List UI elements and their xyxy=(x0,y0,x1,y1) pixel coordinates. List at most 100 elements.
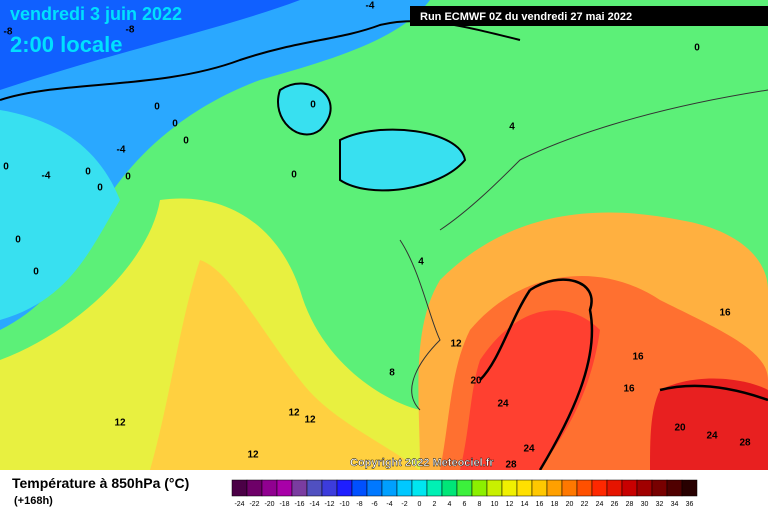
contour-label: 0 xyxy=(125,172,131,183)
scale-label: 34 xyxy=(671,501,679,508)
scale-label: -2 xyxy=(401,501,407,508)
scale-swatch xyxy=(636,479,653,497)
contour-label: 20 xyxy=(470,376,482,387)
contour-label: 16 xyxy=(632,352,644,363)
cyan-region xyxy=(340,129,465,191)
coastline xyxy=(399,239,441,411)
contour-label: 0 xyxy=(85,167,91,178)
scale-swatch xyxy=(291,479,308,497)
scale-swatch xyxy=(381,479,398,497)
scale-label: 26 xyxy=(611,501,619,508)
contour-label: 0 xyxy=(310,100,316,111)
scale-label: 36 xyxy=(686,501,694,508)
contour-label: 8 xyxy=(389,368,395,379)
contour-label: 4 xyxy=(418,257,424,268)
scale-label: -6 xyxy=(371,501,377,508)
scale-label: -22 xyxy=(249,501,259,508)
scale-swatch xyxy=(531,479,548,497)
scale-label: 20 xyxy=(566,501,574,508)
scale-label: 8 xyxy=(478,501,482,508)
scale-swatch xyxy=(591,479,608,497)
scale-swatch xyxy=(471,479,488,497)
scale-label: 4 xyxy=(448,501,452,508)
scale-label: -8 xyxy=(356,501,362,508)
scale-label: 22 xyxy=(581,501,589,508)
contour-label: 0 xyxy=(3,162,9,173)
coastline xyxy=(439,89,768,231)
run-banner xyxy=(410,6,768,26)
copyright: Copyright 2022 Meteociel.fr xyxy=(350,457,494,469)
color-scale: -24 -22 -20 -18 -16 -14 -12 -10 -8 -6 -4 -2 0 2 4 6 8 10 1… xyxy=(231,479,698,508)
scale-swatch xyxy=(336,479,353,497)
scale-label: 16 xyxy=(536,501,544,508)
scale-label: 14 xyxy=(521,501,529,508)
legend-title: Température à 850hPa (°C) xyxy=(12,475,189,491)
scale-swatch xyxy=(651,479,668,497)
scale-swatch xyxy=(396,479,413,497)
isotherm xyxy=(659,384,768,402)
cyan-region xyxy=(278,83,331,135)
contour-label: 0 xyxy=(183,136,189,147)
scale-swatch xyxy=(441,479,458,497)
scale-swatch xyxy=(546,479,563,497)
contour-label: 12 xyxy=(288,408,300,419)
scale-label: -16 xyxy=(294,501,304,508)
forecast-date: vendredi 3 juin 2022 xyxy=(10,4,182,24)
contour-label: -4 xyxy=(117,145,126,156)
scale-label: 30 xyxy=(641,501,649,508)
scale-label: -24 xyxy=(234,501,244,508)
scale-swatch xyxy=(261,479,278,497)
scale-swatch xyxy=(321,479,338,497)
scale-swatch xyxy=(576,479,593,497)
scale-swatch xyxy=(606,479,623,497)
run-info: Run ECMWF 0Z du vendredi 27 mai 2022 xyxy=(420,11,632,23)
contour-label: 0 xyxy=(694,43,700,54)
contour-label: 12 xyxy=(114,418,126,429)
cold-region xyxy=(0,0,430,330)
contour-label: 0 xyxy=(154,102,160,113)
scale-swatch xyxy=(306,479,323,497)
contour-label: 24 xyxy=(497,399,509,410)
scale-swatch xyxy=(486,479,503,497)
scale-label: -4 xyxy=(386,501,392,508)
contour-label: 16 xyxy=(623,384,635,395)
scale-label: -20 xyxy=(264,501,274,508)
contour-label: -8 xyxy=(126,25,135,36)
scale-swatch xyxy=(231,479,248,497)
scale-label: 2 xyxy=(433,501,437,508)
contour-label: 0 xyxy=(15,235,21,246)
contour-label: 12 xyxy=(247,450,259,461)
scale-swatch xyxy=(411,479,428,497)
warm-tongue-core xyxy=(150,260,420,470)
contour-label: 0 xyxy=(97,183,103,194)
hot-core xyxy=(460,310,600,470)
hot-core xyxy=(650,378,768,470)
cyan-region xyxy=(0,110,120,320)
legend-subtitle: (+168h) xyxy=(14,495,53,507)
contour-label: -4 xyxy=(42,171,51,182)
scale-swatch xyxy=(276,479,293,497)
scale-label: 0 xyxy=(418,501,422,508)
scale-label: 6 xyxy=(463,501,467,508)
scale-swatch xyxy=(501,479,518,497)
scale-swatch xyxy=(246,479,263,497)
isotherm xyxy=(277,82,332,136)
cold-core xyxy=(0,0,300,90)
contour-label: 4 xyxy=(509,122,515,133)
contour-label: 12 xyxy=(304,415,316,426)
contour-label: 24 xyxy=(523,444,535,455)
scale-label: -18 xyxy=(279,501,289,508)
scale-label: -12 xyxy=(324,501,334,508)
contour-label: 0 xyxy=(33,267,39,278)
forecast-time: 2:00 locale xyxy=(10,32,123,57)
contour-label: 0 xyxy=(172,119,178,130)
isotherm xyxy=(479,289,532,381)
scale-swatch xyxy=(366,479,383,497)
contour-label: 12 xyxy=(450,339,462,350)
isotherm xyxy=(339,128,467,192)
scale-swatch xyxy=(456,479,473,497)
scale-swatch xyxy=(621,479,638,497)
scale-swatch xyxy=(516,479,533,497)
